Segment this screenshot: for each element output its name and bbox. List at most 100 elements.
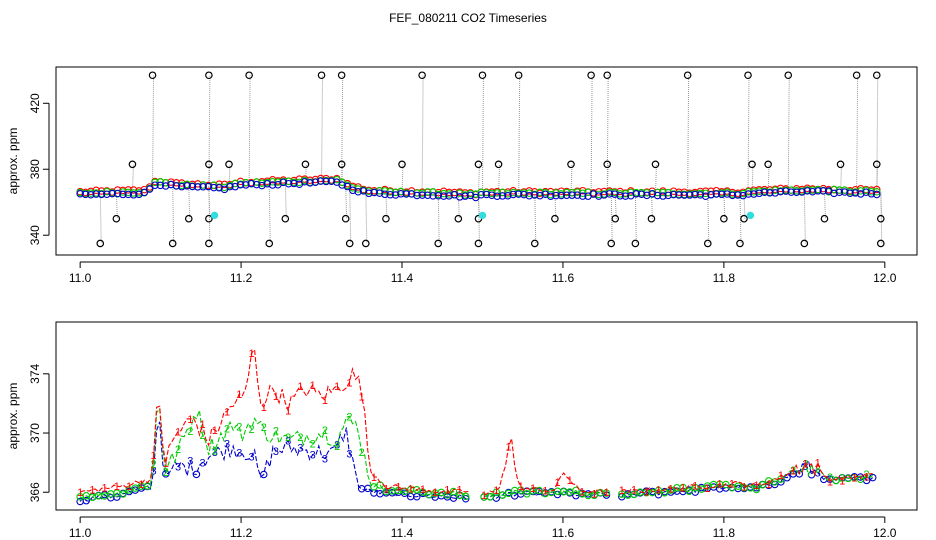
series-1-label: 1 <box>481 490 487 502</box>
drop-line <box>876 164 879 193</box>
series-3-point <box>242 181 250 189</box>
series-3-point <box>605 190 614 198</box>
drop-line <box>880 192 883 219</box>
series-2-point <box>486 493 494 501</box>
spike-point <box>852 71 861 80</box>
spike-point <box>474 239 483 248</box>
spike-point <box>168 239 177 248</box>
drop-line <box>743 193 746 219</box>
alt-point <box>478 211 487 220</box>
series-3-point <box>787 188 795 196</box>
series-3-point <box>357 485 366 493</box>
series-2-label: 2 <box>839 472 845 484</box>
series-2-label: 2 <box>346 411 352 423</box>
spike-point <box>876 214 885 223</box>
series-1-label: 1 <box>432 487 438 499</box>
spike-point <box>478 71 487 80</box>
spike-point <box>418 71 426 80</box>
top-x-tick-label: 11.6 <box>552 271 575 285</box>
drop-line <box>284 182 287 219</box>
series-3-point <box>578 192 587 200</box>
series-3-point <box>493 192 501 201</box>
series-3-label: 3 <box>187 455 193 467</box>
series-3-point <box>552 191 560 200</box>
drop-line <box>172 185 175 244</box>
series-3-point <box>311 178 320 186</box>
series-2-point <box>365 187 373 195</box>
series-2-point <box>449 487 458 496</box>
series-3-point <box>316 177 325 185</box>
series-2-point <box>701 189 710 198</box>
drop-line <box>481 75 484 194</box>
series-2-label: 2 <box>236 421 242 433</box>
series-2-point <box>252 178 261 186</box>
spike-point <box>341 214 350 223</box>
spike-point <box>184 214 193 223</box>
series-3-point <box>669 190 678 199</box>
series-3-point <box>194 183 202 191</box>
drop-line <box>365 191 368 244</box>
series-3-point <box>873 190 881 199</box>
series-1-label: 1 <box>579 486 585 498</box>
series-3-point <box>188 182 197 191</box>
series-3-point <box>739 191 747 200</box>
series-3-point <box>557 191 566 200</box>
series-3-point <box>717 190 726 199</box>
series-3-point <box>129 191 138 199</box>
series-1-label: 1 <box>753 480 759 492</box>
series-3-label: 3 <box>224 439 230 451</box>
series-2-point <box>627 188 635 197</box>
series-1-label: 1 <box>729 478 735 490</box>
top-x-tick-label: 11.2 <box>230 271 253 285</box>
series-3-point <box>680 191 689 199</box>
series-1-label: 1 <box>851 473 857 485</box>
series-3-label: 3 <box>297 443 303 455</box>
series-2-point <box>653 188 662 197</box>
series-3-label: 3 <box>322 453 328 465</box>
series-1-label: 1 <box>704 483 710 495</box>
series-2-point <box>423 188 432 196</box>
series-3-label: 3 <box>815 468 821 480</box>
series-3-point <box>183 182 191 190</box>
series-3-point <box>611 190 619 198</box>
bottom-x-tick-label: 11.6 <box>552 526 575 540</box>
spike-point <box>703 239 712 248</box>
series-1-point <box>215 180 223 188</box>
spike-point <box>764 160 772 169</box>
series-3-point <box>798 188 806 196</box>
series-3-point <box>381 190 389 199</box>
drop-line <box>99 193 102 244</box>
spike-point <box>603 160 612 169</box>
spike-point <box>345 239 354 248</box>
series-1-label: 1 <box>717 479 723 491</box>
series-3-point <box>140 188 149 197</box>
series-1-label: 1 <box>619 485 625 497</box>
series-3-point <box>771 189 779 197</box>
series-3-point <box>418 191 427 199</box>
drop-line <box>747 75 750 194</box>
series-1-label: 1 <box>212 425 218 437</box>
series-1-label: 1 <box>236 389 242 401</box>
series-3-point <box>370 188 378 197</box>
top-y-axis-label: approx. ppm <box>6 128 20 195</box>
series-1-label: 1 <box>655 484 661 496</box>
series-1-label: 1 <box>408 483 414 495</box>
series-3-point <box>621 192 630 200</box>
series-3-point <box>402 190 411 198</box>
series-2-label: 2 <box>864 469 870 481</box>
drop-line <box>208 75 211 187</box>
series-2-point <box>375 187 384 195</box>
series-3-point <box>744 190 753 198</box>
series-1-label: 1 <box>741 482 747 494</box>
series-3-point <box>97 190 106 199</box>
series-2-label: 2 <box>151 459 157 471</box>
series-1-label: 1 <box>493 485 499 497</box>
series-1-label: 1 <box>864 472 870 484</box>
series-3-point <box>755 189 763 198</box>
top-panel: 11.0 11.2 11.4 11.6 11.8 12.0 340 380 420 approx… <box>6 66 918 285</box>
series-3-point <box>691 190 699 199</box>
spike-point <box>872 71 881 80</box>
series-1-label: 1 <box>322 395 328 407</box>
series-2-label: 2 <box>310 438 316 450</box>
bottom-plot-frame <box>55 321 918 511</box>
